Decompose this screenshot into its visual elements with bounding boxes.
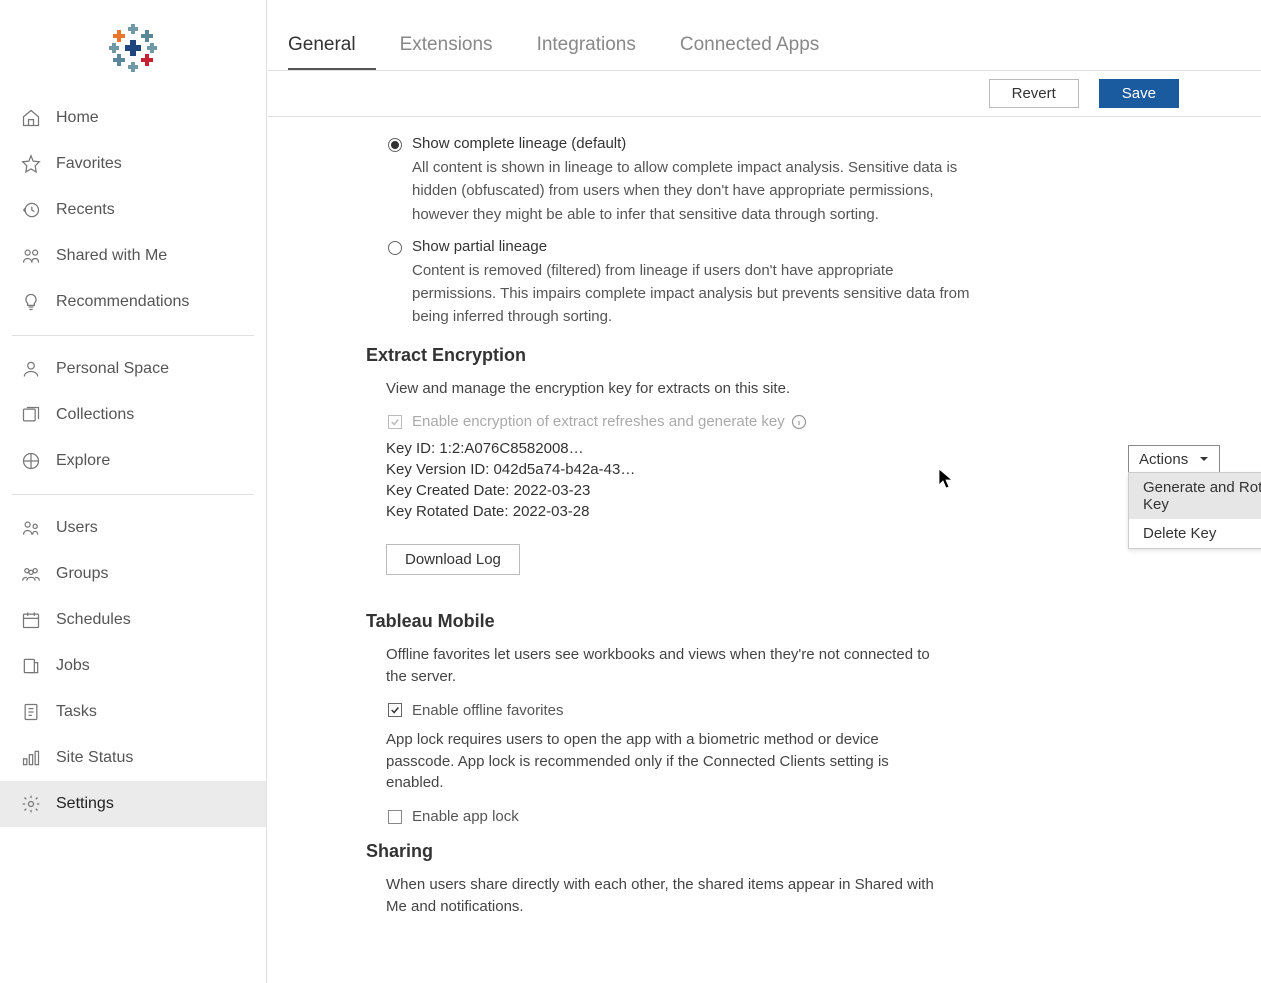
calendar-icon (20, 609, 42, 631)
download-log-button[interactable]: Download Log (386, 544, 520, 575)
lineage-option-partial[interactable]: Show partial lineage Content is removed … (388, 238, 1088, 329)
chevron-down-icon (1199, 451, 1209, 468)
sidebar: Home Favorites Recents Shared with Me Re… (0, 0, 267, 983)
bulb-icon (20, 291, 42, 313)
section-description: When users share directly with each othe… (386, 874, 946, 918)
sidebar-item-groups[interactable]: Groups (0, 551, 266, 597)
section-description: View and manage the encryption key for e… (386, 378, 946, 400)
enable-app-lock-checkbox[interactable]: Enable app lock (388, 808, 1261, 825)
sidebar-item-home[interactable]: Home (0, 95, 266, 141)
divider (12, 494, 254, 495)
checkbox-icon (388, 810, 402, 824)
sidebar-item-personal-space[interactable]: Personal Space (0, 346, 266, 392)
user-icon (20, 358, 42, 380)
sidebar-item-label: Recents (56, 201, 115, 219)
gear-icon (20, 793, 42, 815)
actions-dropdown: Actions Generate and Rotate Key Delete K… (1128, 445, 1220, 474)
sidebar-item-label: Home (56, 109, 99, 127)
lineage-option-complete[interactable]: Show complete lineage (default) All cont… (388, 135, 1088, 226)
sidebar-item-recommendations[interactable]: Recommendations (0, 279, 266, 325)
actions-label: Actions (1139, 451, 1188, 468)
save-button[interactable]: Save (1099, 79, 1179, 108)
main-content: General Extensions Integrations Connecte… (268, 0, 1261, 983)
sidebar-item-recents[interactable]: Recents (0, 187, 266, 233)
radio-label: Show partial lineage (412, 238, 972, 255)
section-description: App lock requires users to open the app … (386, 729, 946, 794)
sidebar-item-label: Recommendations (56, 293, 189, 311)
sidebar-item-label: Users (56, 519, 98, 537)
sidebar-item-shared[interactable]: Shared with Me (0, 233, 266, 279)
status-icon (20, 747, 42, 769)
users-icon (20, 517, 42, 539)
groups-icon (20, 563, 42, 585)
sidebar-item-favorites[interactable]: Favorites (0, 141, 266, 187)
checkbox-label: Enable offline favorites (412, 702, 564, 719)
sidebar-item-label: Schedules (56, 611, 131, 629)
sidebar-item-label: Site Status (56, 749, 133, 767)
sidebar-item-tasks[interactable]: Tasks (0, 689, 266, 735)
tasks-icon (20, 701, 42, 723)
menu-item-rotate-key[interactable]: Generate and Rotate Key (1129, 473, 1261, 519)
actions-button[interactable]: Actions (1128, 445, 1220, 474)
checkbox-label: Enable encryption of extract refreshes a… (412, 413, 785, 430)
explore-icon (20, 450, 42, 472)
collections-icon (20, 404, 42, 426)
home-icon (20, 107, 42, 129)
radio-icon (388, 241, 402, 255)
info-icon[interactable] (791, 414, 807, 430)
sidebar-item-collections[interactable]: Collections (0, 392, 266, 438)
settings-tabs: General Extensions Integrations Connecte… (268, 0, 1261, 71)
checkbox-icon (388, 703, 402, 717)
sidebar-item-label: Favorites (56, 155, 122, 173)
sidebar-item-label: Explore (56, 452, 110, 470)
tab-general[interactable]: General (288, 0, 376, 70)
sidebar-item-site-status[interactable]: Site Status (0, 735, 266, 781)
sidebar-item-jobs[interactable]: Jobs (0, 643, 266, 689)
tableau-logo[interactable] (0, 0, 266, 95)
enable-offline-favorites-checkbox[interactable]: Enable offline favorites (388, 702, 1261, 719)
revert-button[interactable]: Revert (989, 79, 1079, 108)
sidebar-item-label: Collections (56, 406, 134, 424)
tab-integrations[interactable]: Integrations (537, 0, 656, 70)
sidebar-item-schedules[interactable]: Schedules (0, 597, 266, 643)
sidebar-item-label: Tasks (56, 703, 97, 721)
radio-description: All content is shown in lineage to allow… (412, 156, 972, 226)
sidebar-item-label: Groups (56, 565, 108, 583)
checkbox-icon (388, 415, 402, 429)
shared-icon (20, 245, 42, 267)
radio-description: Content is removed (filtered) from linea… (412, 259, 972, 329)
sidebar-item-label: Jobs (56, 657, 90, 675)
section-heading-encryption: Extract Encryption (366, 345, 1261, 366)
section-heading-mobile: Tableau Mobile (366, 611, 1261, 632)
clock-icon (20, 199, 42, 221)
actions-menu: Generate and Rotate Key Delete Key (1128, 472, 1261, 549)
tab-connected-apps[interactable]: Connected Apps (680, 0, 839, 70)
star-icon (20, 153, 42, 175)
tab-extensions[interactable]: Extensions (400, 0, 513, 70)
radio-label: Show complete lineage (default) (412, 135, 972, 152)
action-bar: Revert Save (268, 71, 1261, 117)
menu-item-delete-key[interactable]: Delete Key (1129, 519, 1261, 548)
section-description: Offline favorites let users see workbook… (386, 644, 946, 688)
radio-icon (388, 138, 402, 152)
checkbox-label: Enable app lock (412, 808, 519, 825)
jobs-icon (20, 655, 42, 677)
sidebar-item-label: Personal Space (56, 360, 169, 378)
sidebar-item-explore[interactable]: Explore (0, 438, 266, 484)
sidebar-item-users[interactable]: Users (0, 505, 266, 551)
divider (12, 335, 254, 336)
section-heading-sharing: Sharing (366, 841, 1261, 862)
enable-encryption-checkbox: Enable encryption of extract refreshes a… (388, 413, 1261, 430)
sidebar-item-label: Shared with Me (56, 247, 167, 265)
sidebar-item-settings[interactable]: Settings (0, 781, 266, 827)
sidebar-item-label: Settings (56, 795, 114, 813)
